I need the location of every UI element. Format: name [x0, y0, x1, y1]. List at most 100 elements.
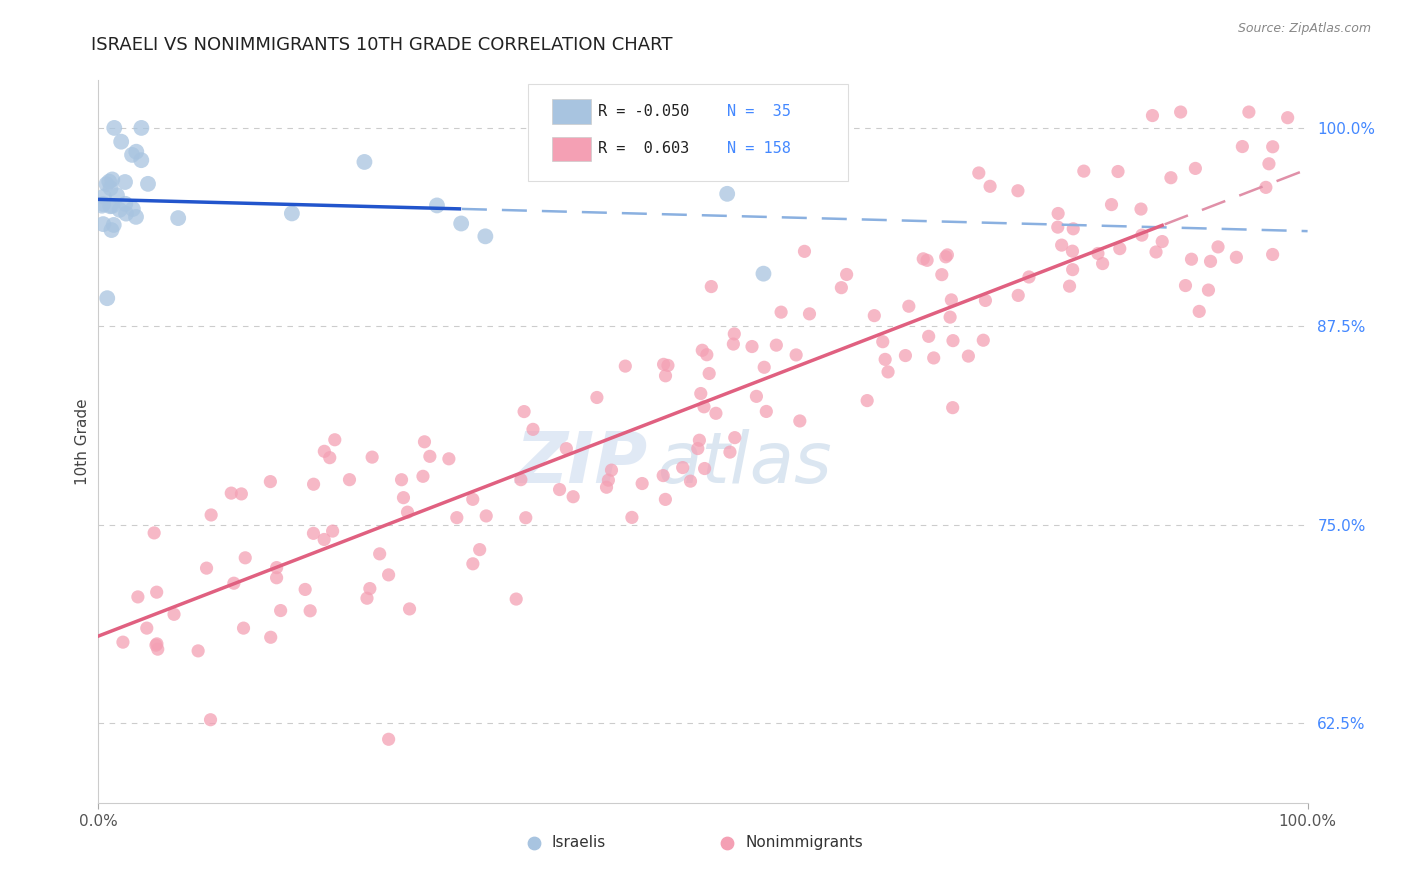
Text: N =  35: N = 35: [727, 103, 792, 119]
Point: [754, 360, 776, 375]
Point: [1059, 279, 1081, 293]
Point: [586, 391, 609, 405]
Text: R = -0.050: R = -0.050: [598, 103, 689, 119]
Point: [146, 637, 169, 651]
Point: [522, 422, 544, 436]
Point: [96, 177, 118, 191]
Text: ISRAELI VS NONIMMIGRANTS 10TH GRADE CORRELATION CHART: ISRAELI VS NONIMMIGRANTS 10TH GRADE CORR…: [91, 36, 673, 54]
Point: [562, 490, 585, 504]
Point: [121, 202, 143, 216]
Point: [686, 442, 709, 456]
Point: [368, 547, 391, 561]
Point: [1277, 111, 1299, 125]
Point: [1062, 244, 1084, 259]
Point: [942, 334, 965, 348]
Point: [260, 630, 283, 644]
Point: [652, 468, 675, 483]
Point: [129, 153, 152, 168]
Point: [103, 218, 125, 232]
Point: [515, 510, 537, 524]
Point: [1261, 247, 1284, 261]
Point: [145, 585, 167, 599]
Point: [793, 244, 815, 259]
Point: [377, 567, 399, 582]
Point: [897, 299, 920, 313]
Point: [967, 166, 990, 180]
Point: [939, 310, 962, 325]
Point: [339, 473, 361, 487]
Point: [704, 406, 727, 420]
Point: [111, 635, 134, 649]
Point: [505, 592, 527, 607]
Point: [941, 293, 963, 307]
Point: [1152, 235, 1174, 249]
Point: [121, 148, 143, 162]
Point: [765, 338, 787, 352]
Point: [1107, 164, 1129, 178]
Point: [1180, 252, 1202, 267]
Point: [200, 713, 222, 727]
Text: ZIP: ZIP: [516, 429, 648, 498]
Point: [359, 582, 381, 596]
Point: [474, 229, 496, 244]
Text: atlas: atlas: [657, 429, 832, 498]
Point: [323, 433, 346, 447]
Point: [693, 400, 716, 414]
Point: [200, 508, 222, 522]
Text: N = 158: N = 158: [727, 142, 792, 156]
Point: [294, 582, 316, 597]
Point: [877, 365, 900, 379]
Point: [91, 217, 114, 231]
Point: [114, 196, 136, 211]
Point: [127, 590, 149, 604]
Point: [979, 179, 1001, 194]
Point: [105, 188, 128, 202]
Point: [93, 189, 115, 203]
Point: [931, 268, 953, 282]
Text: R =  0.603: R = 0.603: [598, 142, 689, 156]
Point: [1188, 304, 1211, 318]
Point: [314, 444, 336, 458]
Point: [231, 487, 253, 501]
Point: [1047, 206, 1070, 220]
Point: [259, 475, 281, 489]
Point: [475, 508, 498, 523]
Point: [98, 199, 121, 213]
Point: [688, 434, 710, 448]
Point: [103, 120, 125, 135]
Point: [114, 175, 136, 189]
Point: [1062, 222, 1084, 236]
Point: [745, 389, 768, 403]
Point: [1258, 157, 1281, 171]
Point: [356, 591, 378, 606]
Point: [110, 135, 132, 149]
Point: [1144, 244, 1167, 259]
Point: [716, 186, 738, 201]
Point: [690, 343, 713, 358]
Point: [135, 621, 157, 635]
Point: [145, 638, 167, 652]
Point: [353, 155, 375, 169]
Point: [1232, 139, 1254, 153]
Point: [614, 359, 637, 373]
Point: [936, 248, 959, 262]
Point: [270, 603, 292, 617]
Point: [412, 469, 434, 483]
Point: [131, 120, 153, 135]
Point: [679, 474, 702, 488]
Point: [187, 644, 209, 658]
Point: [799, 307, 821, 321]
Point: [1108, 242, 1130, 256]
Point: [974, 293, 997, 308]
Point: [1062, 262, 1084, 277]
Point: [894, 349, 917, 363]
Point: [942, 401, 965, 415]
Point: [657, 359, 679, 373]
Point: [299, 604, 322, 618]
Point: [266, 571, 288, 585]
Point: [1007, 184, 1029, 198]
Point: [396, 505, 419, 519]
Point: [1007, 288, 1029, 302]
Point: [912, 252, 935, 266]
Point: [1197, 283, 1219, 297]
